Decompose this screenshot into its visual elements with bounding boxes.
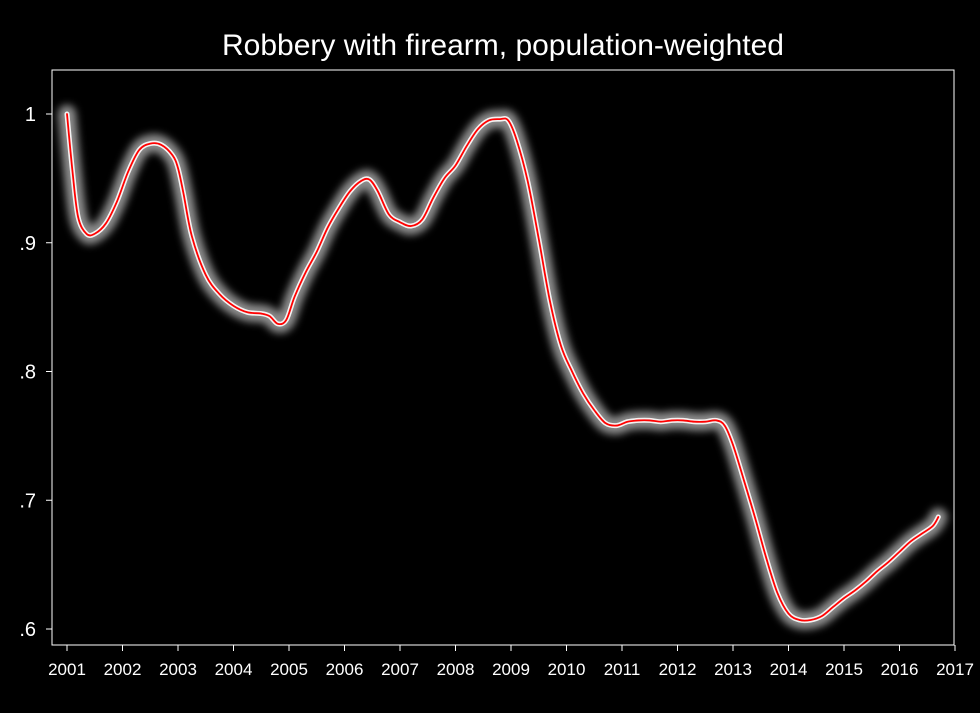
x-tick-label: 2002 — [104, 660, 142, 679]
x-tick-label: 2011 — [604, 660, 641, 679]
x-tick-label: 2015 — [825, 660, 863, 679]
chart-title: Robbery with firearm, population-weighte… — [222, 29, 784, 62]
series-line — [66, 113, 940, 622]
x-tick-label: 2007 — [381, 660, 419, 679]
x-tick-label: 2017 — [936, 660, 974, 679]
y-tick-label: .6 — [19, 619, 36, 641]
x-tick-label: 2010 — [548, 660, 586, 679]
x-tick-label: 2009 — [492, 660, 530, 679]
x-tick-label: 2001 — [48, 660, 86, 679]
x-tick-label: 2005 — [270, 660, 308, 679]
y-tick-label: .8 — [19, 362, 36, 384]
series-layer — [58, 105, 948, 630]
x-tick-label: 2008 — [437, 660, 475, 679]
x-tick-label: 2014 — [770, 660, 808, 679]
x-tick-label: 2003 — [159, 660, 197, 679]
y-axis: 1 .9 .8 .7 .6 — [19, 104, 52, 641]
x-tick-label: 2013 — [714, 660, 752, 679]
x-tick-label: 2016 — [881, 660, 919, 679]
y-tick-label: 1 — [25, 104, 36, 126]
plot-frame — [51, 69, 955, 646]
y-tick-label: .7 — [19, 490, 36, 512]
y-tick-label: .9 — [19, 233, 36, 255]
x-tick-label: 2012 — [659, 660, 697, 679]
x-tick-label: 2004 — [215, 660, 253, 679]
x-tick-label: 2006 — [326, 660, 364, 679]
x-axis: 2001 2002 2003 2004 2005 2006 2007 2008 2009 2010… — [48, 645, 974, 679]
